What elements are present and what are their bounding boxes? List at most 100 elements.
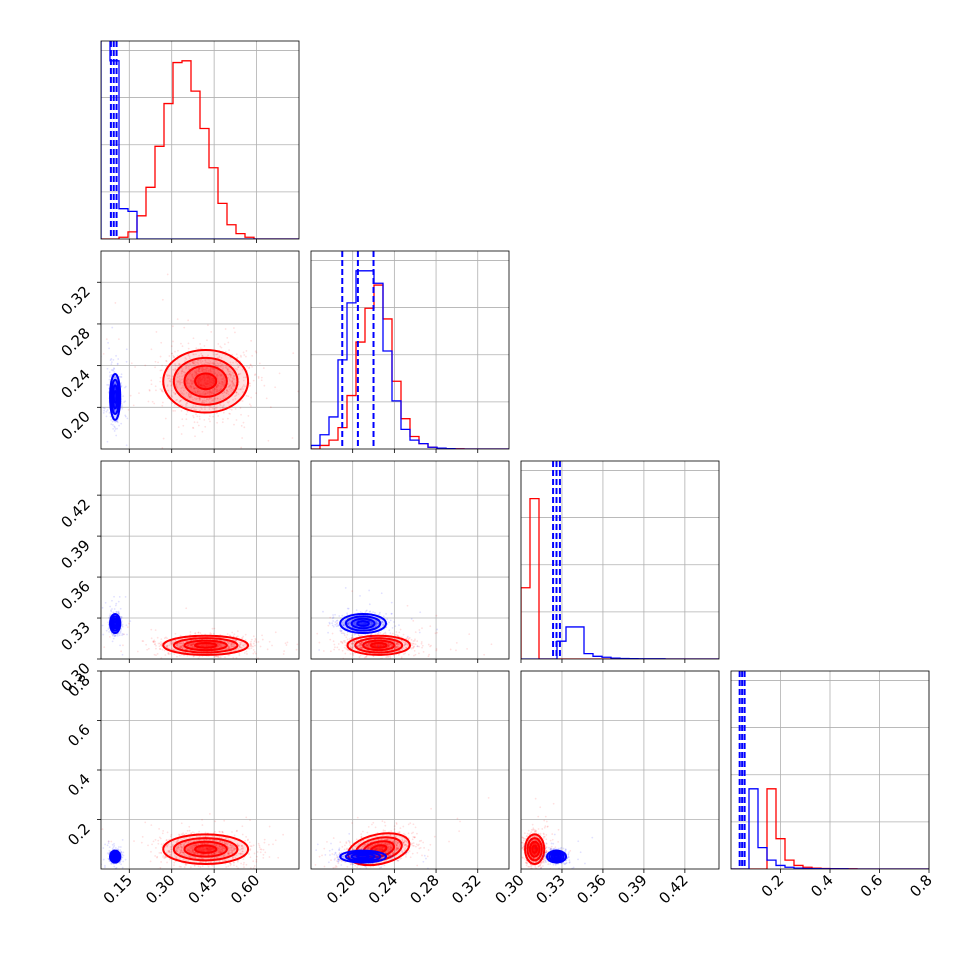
red-sample-point	[252, 379, 255, 382]
red-sample-point	[200, 385, 203, 388]
blue-sample-point	[115, 610, 118, 613]
red-sample-point	[227, 370, 230, 373]
red-sample-point	[416, 667, 418, 669]
red-sample-point	[455, 641, 458, 644]
red-sample-point	[189, 384, 192, 387]
red-sample-point	[190, 644, 193, 646]
red-sample-point	[206, 643, 209, 646]
red-sample-point	[169, 378, 172, 381]
blue-sample-point	[118, 634, 121, 636]
red-sample-point	[248, 645, 251, 648]
red-sample-point	[168, 379, 171, 382]
blue-sample-point	[110, 374, 113, 376]
red-sample-point	[228, 653, 231, 656]
red-sample-point	[306, 637, 308, 639]
red-sample-point	[188, 393, 190, 395]
red-sample-point	[209, 632, 212, 634]
red-sample-point	[197, 686, 199, 688]
red-sample-point	[413, 649, 416, 652]
red-sample-point	[221, 643, 223, 646]
red-sample-point	[213, 380, 216, 382]
red-sample-point	[248, 647, 251, 650]
red-sample-point	[168, 377, 171, 380]
red-sample-point	[191, 360, 194, 363]
red-sample-point	[167, 389, 170, 392]
red-sample-point	[197, 378, 200, 381]
red-sample-point	[221, 363, 224, 366]
red-sample-point	[226, 367, 229, 370]
red-sample-point	[181, 644, 184, 647]
red-sample-point	[192, 390, 194, 393]
blue-sample-point	[114, 388, 116, 391]
red-sample-point	[216, 390, 219, 392]
red-sample-point	[159, 369, 162, 372]
red-sample-point	[187, 643, 190, 646]
red-sample-point	[202, 368, 205, 371]
red-sample-point	[153, 643, 156, 646]
red-sample-point	[172, 391, 175, 394]
red-sample-point	[346, 638, 349, 641]
red-sample-point	[232, 649, 235, 652]
red-sample-point	[152, 640, 155, 643]
red-sample-point	[187, 368, 190, 371]
red-sample-point	[180, 403, 182, 406]
red-sample-point	[338, 648, 340, 651]
red-sample-point	[192, 655, 195, 658]
red-sample-point	[395, 631, 398, 633]
red-sample-point	[300, 349, 302, 351]
red-sample-point	[186, 410, 189, 413]
red-sample-point	[253, 640, 256, 643]
blue-sample-point	[113, 415, 116, 418]
red-sample-point	[174, 364, 177, 367]
red-sample-point	[257, 375, 260, 378]
red-sample-point	[198, 377, 201, 380]
red-sample-point	[198, 418, 201, 420]
red-sample-point	[164, 654, 167, 656]
red-sample-point	[198, 655, 201, 658]
red-sample-point	[221, 368, 224, 371]
red-sample-point	[254, 373, 257, 376]
red-sample-point	[201, 354, 204, 357]
red-sample-point	[223, 391, 226, 394]
blue-sample-point	[114, 382, 117, 385]
red-sample-point	[200, 406, 202, 409]
red-sample-point	[209, 643, 212, 646]
red-sample-point	[201, 430, 204, 433]
red-sample-point	[468, 633, 471, 636]
red-sample-point	[220, 366, 222, 368]
red-sample-point	[172, 648, 175, 651]
red-sample-point	[186, 640, 188, 643]
red-sample-point	[179, 400, 181, 402]
red-sample-point	[166, 384, 169, 386]
red-sample-point	[241, 391, 244, 393]
red-sample-point	[422, 650, 425, 653]
red-sample-point	[203, 378, 206, 381]
red-sample-point	[185, 358, 188, 361]
red-sample-point	[195, 370, 198, 373]
red-sample-point	[184, 357, 187, 359]
red-sample-point	[176, 376, 179, 379]
blue-sample-point	[125, 348, 128, 351]
red-sample-point	[232, 645, 235, 648]
red-sample-point	[236, 630, 239, 633]
red-sample-point	[393, 669, 395, 671]
red-sample-point	[181, 647, 184, 650]
red-sample-point	[192, 353, 195, 356]
red-sample-point	[215, 646, 218, 649]
red-sample-point	[228, 642, 230, 645]
red-sample-point	[436, 631, 438, 634]
red-sample-point	[352, 652, 355, 655]
red-sample-point	[241, 400, 244, 402]
red-sample-point	[232, 382, 235, 384]
red-sample-point	[339, 632, 341, 634]
red-sample-point	[225, 364, 227, 367]
red-sample-point	[250, 396, 253, 399]
red-sample-point	[179, 363, 182, 366]
red-sample-point	[174, 369, 176, 372]
red-sample-point	[200, 644, 203, 647]
red-sample-point	[199, 343, 202, 345]
red-sample-point	[421, 644, 424, 647]
red-sample-point	[154, 640, 157, 643]
red-sample-point	[183, 371, 186, 374]
red-sample-point	[201, 394, 204, 397]
